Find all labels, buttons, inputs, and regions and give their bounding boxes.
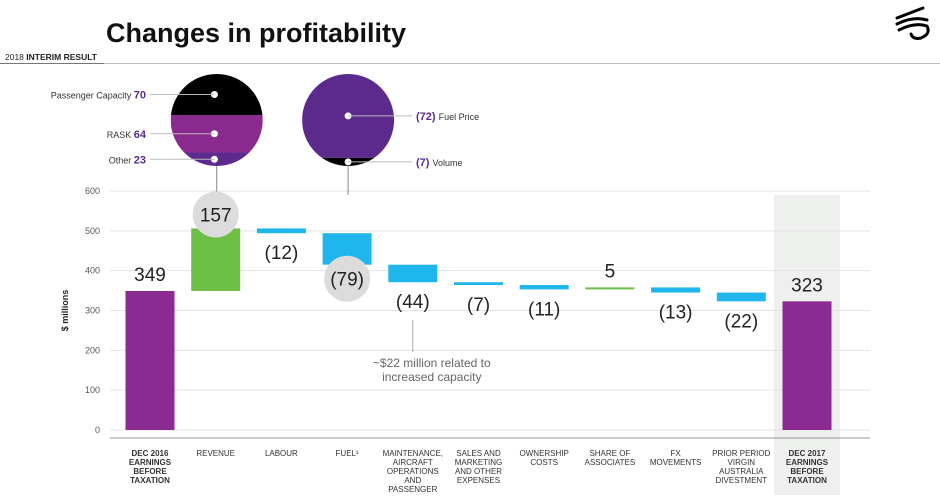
value-bubble xyxy=(324,255,371,302)
x-tick-label: MARKETING xyxy=(455,458,503,467)
x-tick-label: COSTS xyxy=(530,458,558,467)
data-label: 157 xyxy=(200,205,232,226)
x-tick-label: AND OTHER xyxy=(455,467,502,476)
header-rule-accent xyxy=(0,63,104,64)
x-tick-label: SALES AND xyxy=(456,449,501,458)
bar-8 xyxy=(651,287,701,293)
breakdown-label: Passenger Capacity 70 xyxy=(51,90,146,102)
subtitle-year: 2018 xyxy=(5,52,24,62)
x-tick-label: BEFORE xyxy=(133,467,167,476)
x-tick-label: OWNERSHIP xyxy=(520,449,569,458)
data-label: (22) xyxy=(724,311,758,332)
x-tick-label: ASSOCIATES xyxy=(585,458,636,467)
x-tick-label: MOVEMENTS xyxy=(650,458,702,467)
koru-logo-icon xyxy=(895,6,930,40)
bar-9 xyxy=(716,292,766,302)
y-tick-label: 500 xyxy=(85,226,100,236)
bar-7 xyxy=(585,287,635,290)
bar-6 xyxy=(519,285,569,290)
data-label: 323 xyxy=(791,275,823,296)
bar-4 xyxy=(388,264,438,283)
data-label: 349 xyxy=(134,265,166,286)
header-rule xyxy=(0,63,940,64)
x-tick-label: DEC 2016 xyxy=(132,449,169,458)
x-tick-label: TAXATION xyxy=(787,476,827,485)
page-title: Changes in profitability xyxy=(106,18,407,48)
y-tick-label: 300 xyxy=(85,306,100,316)
breakdown-label: RASK 64 xyxy=(107,129,147,141)
subtitle: 2018 INTERIM RESULT xyxy=(5,52,97,62)
bar-10 xyxy=(782,301,832,430)
x-tick-label: EARNINGS xyxy=(129,458,172,467)
data-label: (13) xyxy=(659,303,693,324)
x-tick-label: AIRCRAFT xyxy=(393,458,433,467)
breakdown-label: (7) Volume xyxy=(416,157,463,169)
data-label: (12) xyxy=(265,243,299,264)
x-tick-label: BEFORE xyxy=(790,467,824,476)
x-tick-label: EXPENSES xyxy=(457,476,500,485)
breakdown-label: Other 23 xyxy=(109,154,146,166)
y-axis-title: $ millions xyxy=(60,290,70,332)
y-tick-label: 100 xyxy=(85,385,100,395)
breakdown-label: (72) Fuel Price xyxy=(416,111,479,123)
x-tick-label: TAXATION xyxy=(130,476,170,485)
bar-0 xyxy=(125,290,175,430)
y-tick-label: 0 xyxy=(95,425,100,435)
data-label: (79) xyxy=(330,270,364,291)
x-tick-label: VIRGIN xyxy=(728,458,756,467)
y-tick-label: 400 xyxy=(85,266,100,276)
bar-1 xyxy=(191,228,241,291)
value-bubble xyxy=(192,191,239,238)
annotation-text: increased capacity xyxy=(382,370,481,384)
x-tick-label: SHARE OF xyxy=(589,449,630,458)
x-tick-label: LABOUR xyxy=(265,449,298,458)
annotation-text: ~$22 million related to xyxy=(373,356,491,370)
x-tick-label: DIVESTMENT xyxy=(716,476,768,485)
x-tick-label: MAINTENANCE, xyxy=(383,449,443,458)
x-tick-label: PASSENGER xyxy=(388,485,437,494)
x-tick-label: DEC 2017 xyxy=(789,449,826,458)
x-tick-label: EARNINGS xyxy=(786,458,829,467)
x-tick-label: PRIOR PERIOD xyxy=(712,449,770,458)
data-label: (7) xyxy=(467,295,490,316)
subtitle-text: INTERIM RESULT xyxy=(26,52,97,62)
y-tick-label: 600 xyxy=(85,186,100,196)
x-tick-label: REVENUE xyxy=(196,449,235,458)
data-label: 5 xyxy=(605,261,616,282)
x-tick-label: FUEL¹ xyxy=(336,449,359,458)
x-tick-label: OPERATIONS xyxy=(387,467,439,476)
bar-2 xyxy=(256,228,306,234)
x-tick-label: FX xyxy=(670,449,681,458)
data-label: (44) xyxy=(396,292,430,313)
y-tick-label: 200 xyxy=(85,345,100,355)
data-label: (11) xyxy=(528,299,560,320)
bar-5 xyxy=(454,282,503,286)
x-tick-label: AND xyxy=(404,476,421,485)
x-tick-label: AUSTRALIA xyxy=(719,467,764,476)
